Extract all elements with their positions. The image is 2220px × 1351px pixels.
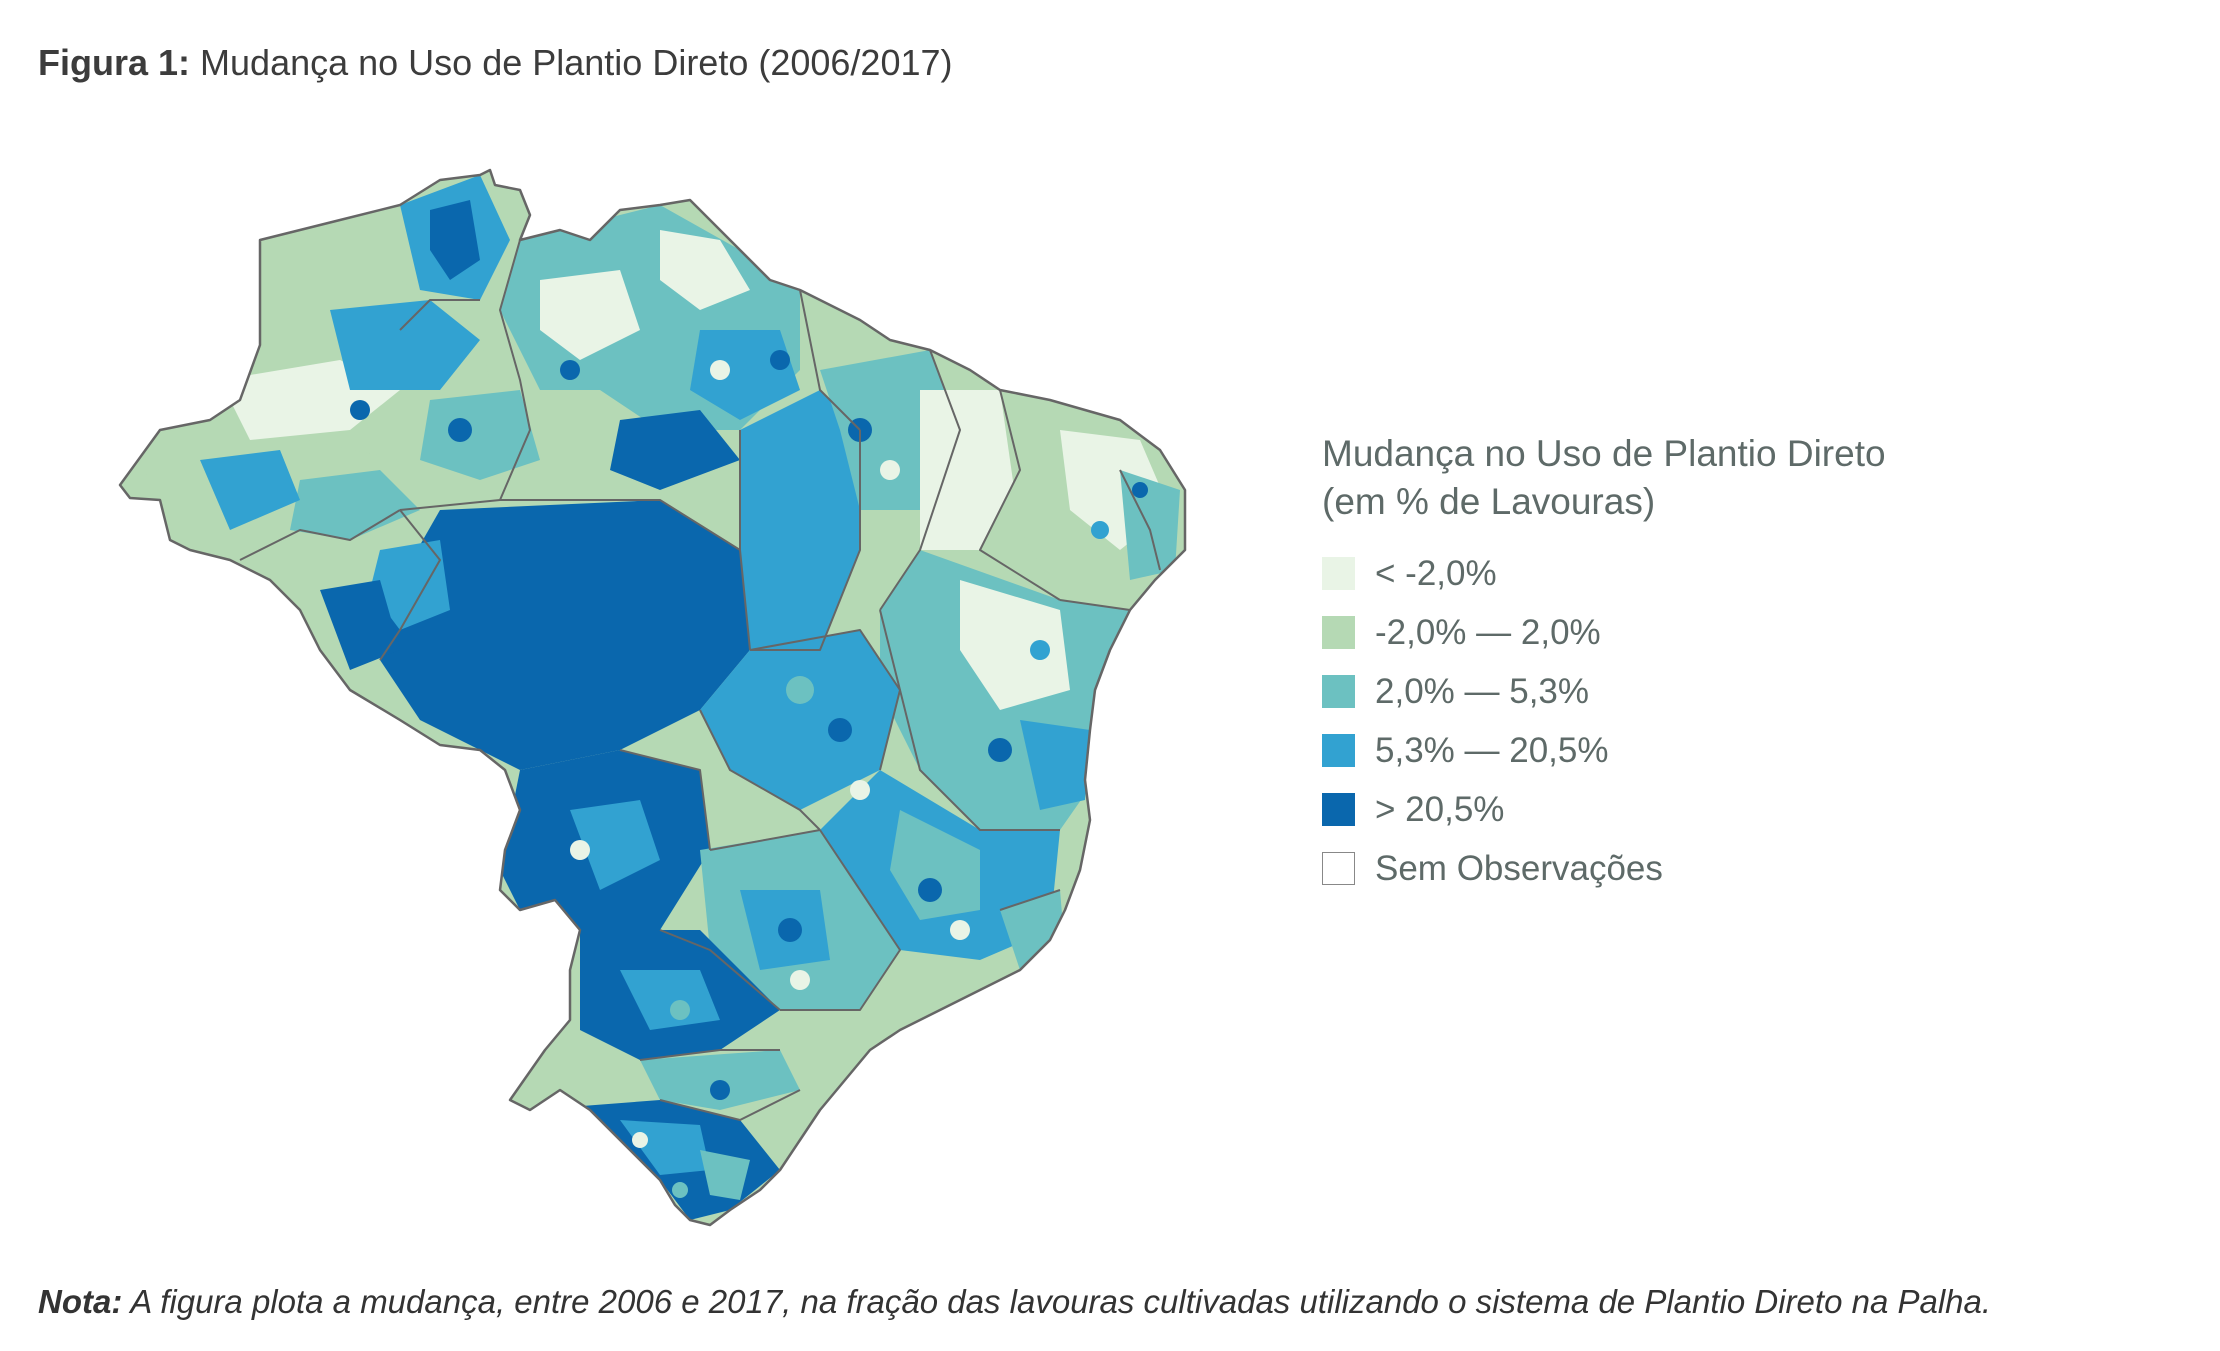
legend-label: < -2,0% bbox=[1375, 553, 1497, 593]
border-pa-mt bbox=[500, 499, 741, 551]
border-ro bbox=[379, 509, 441, 661]
legend-title-line1: Mudança no Uso de Plantio Direto bbox=[1322, 433, 1886, 474]
figure-title-prefix: Figura 1: bbox=[38, 42, 191, 83]
map-svg bbox=[118, 168, 1187, 1227]
region-amazonas-east bbox=[420, 390, 540, 480]
border-pr-sc bbox=[639, 1049, 780, 1061]
region-para-light bbox=[540, 270, 640, 360]
region-rs-east bbox=[700, 1150, 750, 1200]
map-regions bbox=[120, 170, 1185, 1225]
legend-item: -2,0% — 2,0% bbox=[1322, 603, 1886, 662]
region-goias bbox=[700, 630, 900, 810]
region-acre bbox=[290, 470, 420, 540]
border-sp-mg-rj bbox=[780, 829, 901, 1011]
region-roraima-dark bbox=[430, 200, 480, 280]
legend-swatch bbox=[1322, 734, 1355, 767]
border-sp-pr bbox=[659, 929, 781, 1011]
region-bahia-south bbox=[1020, 720, 1090, 810]
region-minas-center bbox=[890, 810, 980, 920]
legend-item: 5,3% — 20,5% bbox=[1322, 721, 1886, 780]
legend-label: -2,0% — 2,0% bbox=[1375, 612, 1601, 652]
region-tocantins bbox=[740, 390, 860, 650]
legend-item: < -2,0% bbox=[1322, 544, 1886, 603]
border-ne-states bbox=[1119, 469, 1161, 571]
border-es bbox=[999, 889, 1061, 911]
border-go-mg bbox=[699, 709, 821, 831]
border-am-pa bbox=[399, 239, 531, 511]
region-rondonia-south bbox=[320, 580, 400, 670]
state-borders bbox=[118, 168, 1187, 1227]
note-text: A figura plota a mudança, entre 2006 e 2… bbox=[122, 1283, 1992, 1320]
border-mt-ms bbox=[619, 749, 711, 851]
border-acre bbox=[239, 509, 401, 561]
legend-title: Mudança no Uso de Plantio Direto (em % d… bbox=[1322, 430, 1886, 526]
border-sc-rs bbox=[659, 1089, 801, 1121]
legend-label: 2,0% — 5,3% bbox=[1375, 671, 1589, 711]
border-go-ba bbox=[749, 629, 901, 771]
region-mato-grosso bbox=[380, 500, 750, 770]
region-parana-center bbox=[620, 970, 720, 1030]
legend-item: > 20,5% bbox=[1322, 780, 1886, 839]
legend-label: 5,3% — 20,5% bbox=[1375, 730, 1609, 770]
legend-swatch bbox=[1322, 793, 1355, 826]
legend-items: < -2,0% -2,0% — 2,0% 2,0% — 5,3% 5,3% — 20,… bbox=[1322, 544, 1886, 898]
region-para-east bbox=[690, 330, 800, 420]
region-amapa bbox=[660, 230, 750, 310]
region-pe-al bbox=[1120, 470, 1180, 580]
border-ms-sp bbox=[709, 829, 821, 851]
region-para-south bbox=[610, 410, 740, 490]
border-pe-ba bbox=[1059, 599, 1131, 611]
border-rr bbox=[399, 299, 480, 331]
region-amazonas-west bbox=[120, 240, 500, 485]
border-ma-pi bbox=[879, 349, 961, 611]
legend-swatch bbox=[1322, 852, 1355, 885]
legend-item: Sem Observações bbox=[1322, 839, 1886, 898]
figure-note: Nota: A figura plota a mudança, entre 20… bbox=[38, 1283, 1991, 1321]
legend-swatch bbox=[1322, 616, 1355, 649]
region-amazonas-central bbox=[330, 300, 480, 390]
legend-swatch bbox=[1322, 675, 1355, 708]
note-prefix: Nota: bbox=[38, 1283, 123, 1320]
region-rondonia bbox=[370, 540, 450, 630]
figure-title-text: Mudança no Uso de Plantio Direto (2006/2… bbox=[200, 42, 953, 83]
figure-title: Figura 1: Mudança no Uso de Plantio Dire… bbox=[38, 42, 953, 84]
border-pi-ce bbox=[979, 389, 1061, 601]
legend-item: 2,0% — 5,3% bbox=[1322, 662, 1886, 721]
region-bahia-light bbox=[960, 580, 1070, 710]
region-ms-center bbox=[570, 800, 660, 890]
map-legend: Mudança no Uso de Plantio Direto (em % d… bbox=[1322, 430, 1886, 898]
legend-label: > 20,5% bbox=[1375, 789, 1505, 829]
region-amazonas-sw bbox=[200, 450, 300, 530]
border-to-ma bbox=[750, 430, 861, 651]
region-piaui bbox=[920, 390, 1020, 550]
border-pa-to bbox=[739, 430, 751, 651]
border-pa-ma bbox=[799, 289, 861, 431]
brazil-choropleth-map bbox=[100, 130, 1250, 1250]
country-outline bbox=[118, 168, 1187, 1227]
legend-title-line2: (em % de Lavouras) bbox=[1322, 481, 1656, 522]
legend-swatch bbox=[1322, 557, 1355, 590]
legend-label: Sem Observações bbox=[1375, 848, 1663, 888]
